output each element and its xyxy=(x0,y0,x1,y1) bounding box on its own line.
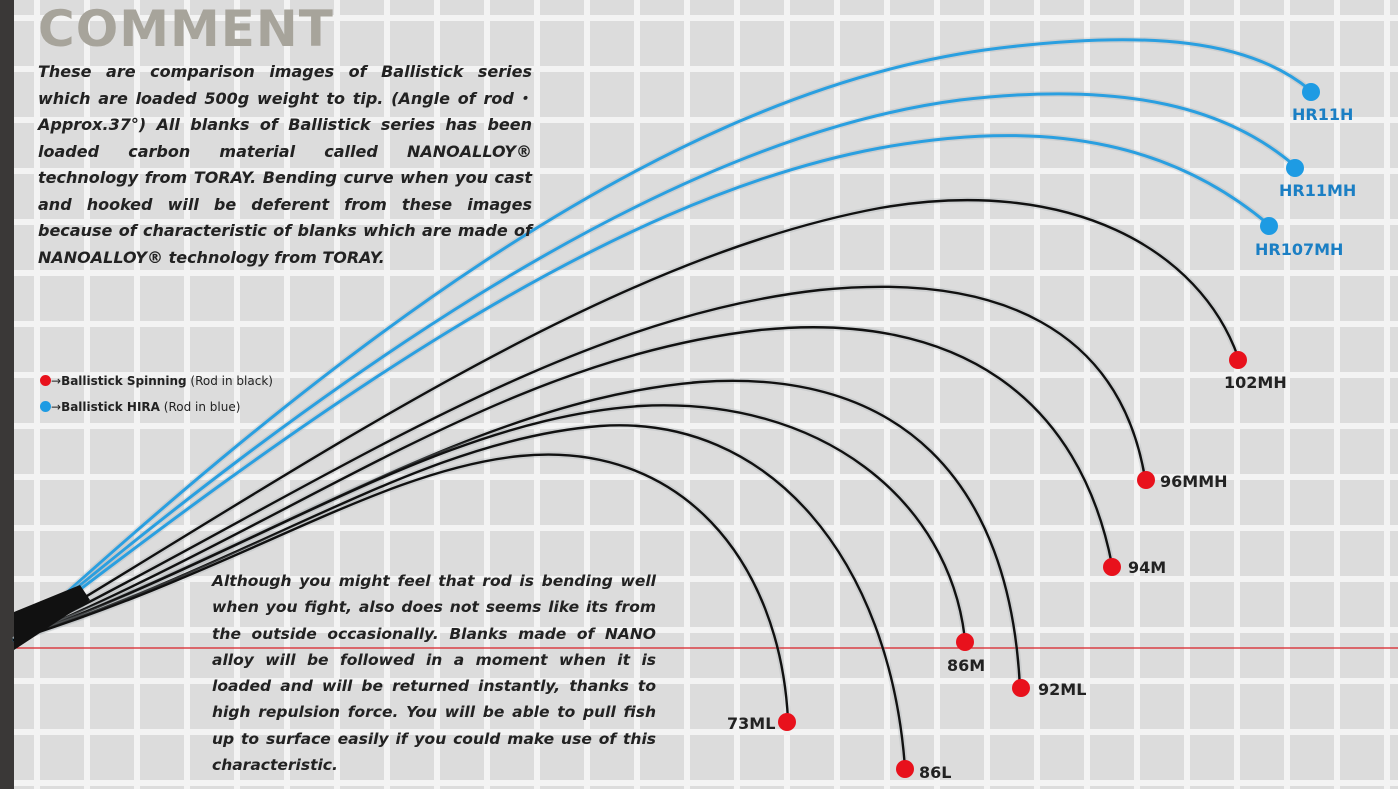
rod-curve-hr107mh xyxy=(12,134,1270,642)
rod-curve-73ml xyxy=(12,453,790,722)
grid-line-horizontal xyxy=(14,321,1398,327)
label-73ml: 73ML xyxy=(727,714,776,733)
tip-marker-hr11h xyxy=(1302,83,1320,101)
grid-line-horizontal xyxy=(14,66,1398,72)
grid-line-horizontal xyxy=(14,627,1398,633)
rod-curve-86l xyxy=(12,424,907,770)
rod-curve-hr11mh xyxy=(12,92,1297,642)
red-dot-icon xyxy=(40,375,51,386)
grid-line-vertical xyxy=(1384,0,1390,789)
grid-line-vertical xyxy=(34,0,40,789)
label-94m: 94M xyxy=(1128,558,1167,577)
label-86m: 86M xyxy=(947,656,986,675)
grid-line-horizontal xyxy=(14,729,1398,735)
grid-line-vertical xyxy=(1084,0,1090,789)
rod-curve-94m xyxy=(12,326,1114,642)
tip-marker-86l xyxy=(896,760,914,778)
legend-item-spinning: →Ballistick Spinning (Rod in black) xyxy=(40,374,273,388)
grid-line-vertical xyxy=(784,0,790,789)
grid-line-vertical xyxy=(1334,0,1340,789)
label-92ml: 92ML xyxy=(1038,680,1087,699)
grid-line-vertical xyxy=(1184,0,1190,789)
legend-arrow: → xyxy=(51,400,62,414)
grid-line-vertical xyxy=(884,0,890,789)
grid-line-horizontal xyxy=(14,474,1398,480)
grid-line-vertical xyxy=(1134,0,1140,789)
grid-line-horizontal xyxy=(14,270,1398,276)
legend-note: (Rod in blue) xyxy=(163,400,241,414)
grid-panel xyxy=(14,0,1398,789)
rod-curve-86m xyxy=(12,404,967,642)
grid-line-vertical xyxy=(334,0,340,789)
grid-line-horizontal xyxy=(14,780,1398,786)
grid-line-vertical xyxy=(284,0,290,789)
grid-line-horizontal xyxy=(14,423,1398,429)
label-96mmh: 96MMH xyxy=(1160,472,1228,491)
rod-curves xyxy=(11,36,1312,770)
blue-dot-icon xyxy=(40,401,51,412)
tip-marker-86m xyxy=(956,633,974,651)
rod-curve-96mmh xyxy=(12,285,1147,642)
grid-line-vertical xyxy=(684,0,690,789)
grid-line-vertical xyxy=(734,0,740,789)
rod-butt-section xyxy=(14,585,90,650)
label-86l: 86L xyxy=(919,763,952,782)
legend-name: Ballistick HIRA xyxy=(61,400,160,414)
page-title: COMMENT xyxy=(38,0,334,58)
grid-line-horizontal xyxy=(14,525,1398,531)
label-102mh: 102MH xyxy=(1224,373,1287,392)
grid-line-vertical xyxy=(484,0,490,789)
grid-line-vertical xyxy=(534,0,540,789)
legend-arrow: → xyxy=(51,374,62,388)
legend-note: (Rod in black) xyxy=(190,374,273,388)
grid-line-vertical xyxy=(934,0,940,789)
label-hr11mh: HR11MH xyxy=(1279,181,1357,200)
rod-curve-hr11h xyxy=(12,38,1312,642)
label-hr11h: HR11H xyxy=(1292,105,1354,124)
grid-line-horizontal xyxy=(14,219,1398,225)
grid-line-horizontal xyxy=(14,15,1398,21)
grid-line-vertical xyxy=(134,0,140,789)
grid-line-horizontal xyxy=(14,678,1398,684)
rod-curve-102mh xyxy=(12,199,1240,642)
comment-paragraph-top: These are comparison images of Ballistic… xyxy=(38,62,532,267)
grid-line-horizontal xyxy=(14,372,1398,378)
grid-line-vertical xyxy=(1284,0,1290,789)
tip-marker-hr11mh xyxy=(1286,159,1304,177)
grid-line-vertical xyxy=(384,0,390,789)
label-hr107mh: HR107MH xyxy=(1255,240,1344,259)
tip-marker-102mh xyxy=(1229,351,1247,369)
tip-marker-94m xyxy=(1103,558,1121,576)
comment-paragraph-bottom: Although you might feel that rod is bend… xyxy=(212,572,656,775)
background-grid xyxy=(14,0,1398,789)
grid-line-vertical xyxy=(1034,0,1040,789)
rod-tip-markers xyxy=(778,83,1320,778)
legend-name: Ballistick Spinning xyxy=(61,374,187,388)
grid-line-vertical xyxy=(1234,0,1240,789)
grid-line-vertical xyxy=(984,0,990,789)
grid-line-horizontal xyxy=(14,117,1398,123)
legend-item-hira: →Ballistick HIRA (Rod in blue) xyxy=(40,400,240,414)
tip-marker-73ml xyxy=(778,713,796,731)
tip-marker-92ml xyxy=(1012,679,1030,697)
grid-line-horizontal xyxy=(14,168,1398,174)
grid-line-vertical xyxy=(234,0,240,789)
tip-marker-hr107mh xyxy=(1260,217,1278,235)
grid-line-vertical xyxy=(84,0,90,789)
grid-line-horizontal xyxy=(14,576,1398,582)
tip-marker-96mmh xyxy=(1137,471,1155,489)
grid-line-vertical xyxy=(634,0,640,789)
grid-line-vertical xyxy=(434,0,440,789)
grid-line-vertical xyxy=(584,0,590,789)
grid-line-vertical xyxy=(184,0,190,789)
